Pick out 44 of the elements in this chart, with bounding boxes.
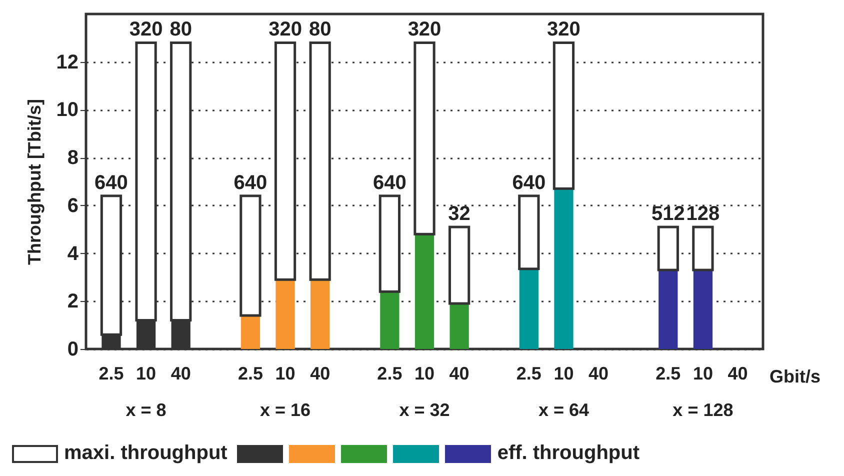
x-tick-label: 2.5 [656,364,681,384]
x-axis-title: Gbit/s [770,366,821,386]
text: x = 16 [260,400,311,420]
annotation: 320 [408,18,442,41]
annotation: 80 [170,18,192,41]
y-tick-label: 6 [67,194,78,217]
text: x = 32 [399,400,450,420]
y-tick-label: 4 [67,242,80,265]
y-tick-label: 8 [67,147,78,170]
x-tick-label: 40 [310,364,330,384]
annotation: 640 [512,172,546,194]
x-tick-label: 2.5 [377,364,402,384]
x-tick-label: 10 [692,364,713,384]
x-tick-label: 40 [588,364,609,384]
annotation: 320 [268,18,302,41]
x-tick-label: 2.5 [98,364,124,384]
x-tick-label: 10 [554,364,574,384]
text: x = 8 [126,400,166,420]
x-tick-label: 10 [275,364,296,384]
text: x = 128 [672,400,734,420]
x-tick-label: 2.5 [238,364,263,384]
annotation: 640 [373,172,406,194]
legend-label: maxi. throughput [64,442,228,465]
y-tick-label: 12 [56,51,78,74]
x-tick-label: 10 [136,364,156,384]
x-tick-label: 40 [170,364,191,384]
annotation: 640 [234,172,268,194]
annotation: 32 [448,202,470,225]
x-tick-label: 40 [728,364,748,384]
annotation: 640 [94,172,128,194]
annotation: 128 [686,202,720,225]
text: x = 64 [538,400,589,420]
x-tick-label: 40 [449,364,470,384]
y-tick-label: 10 [56,99,78,122]
annotation: 320 [547,18,580,41]
annotation: 320 [129,18,163,41]
annotation: 80 [308,18,332,41]
y-axis-title: Throughput [Tbit/s] [24,99,44,265]
annotation: 512 [651,202,685,225]
x-tick-label: 10 [414,364,435,384]
legend-label: eff. throughput [497,442,640,465]
y-tick-label: 0 [67,338,78,360]
y-tick-label: 2 [67,290,78,313]
x-tick-label: 2.5 [516,364,542,384]
